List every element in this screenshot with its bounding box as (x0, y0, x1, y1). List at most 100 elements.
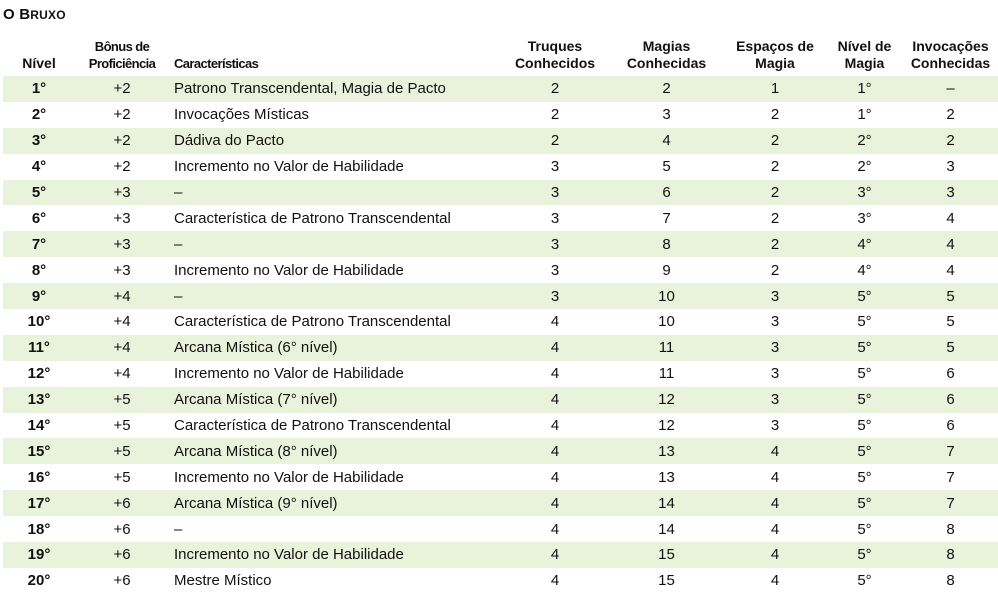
cell-invocations: 4 (946, 261, 955, 279)
cell-level: 9° (3, 283, 75, 310)
cell-proficiency: +5 (113, 468, 131, 486)
cell-slot-level: 5° (826, 542, 903, 568)
cell-slot-level: 5° (826, 334, 903, 361)
cell-invocations: 4 (946, 209, 955, 227)
cell-slot-level: 3° (857, 209, 872, 227)
cell-features: – (169, 283, 501, 310)
cell-cantrips: 3 (501, 231, 609, 258)
table-row: 16° +5 Incremento no Valor de Habilidade 4 1… (3, 464, 998, 490)
cell-spells: 13 (658, 468, 675, 486)
cell-spells: 15 (658, 572, 675, 590)
header-cantrips: Truques Conhecidos (514, 38, 596, 71)
cell-proficiency: +4 (75, 334, 169, 361)
cell-features: Característica de Patrono Transcendental (174, 313, 451, 331)
cell-cantrips: 3 (550, 158, 560, 176)
cell-level: 13° (3, 386, 75, 413)
table-row: 6° +3 Característica de Patrono Transcende… (3, 205, 998, 231)
cell-level: 3° (3, 127, 75, 154)
cell-level: 18° (27, 520, 51, 538)
cell-slot-level: 5° (857, 365, 872, 383)
cell-invocations: – (903, 76, 998, 102)
cell-features: Arcana Mística (8° nível) (169, 438, 501, 465)
table-row: 13° +5 Arcana Mística (7° nível) 4 12 3 5° 6 (3, 386, 998, 413)
cell-slot-level: 5° (826, 438, 903, 465)
cell-proficiency: +4 (113, 365, 131, 383)
table-row: 15° +5 Arcana Mística (8° nível) 4 13 4 5° 7 (3, 438, 998, 465)
cell-slot-level: 2° (826, 127, 903, 154)
cell-slots: 3 (724, 283, 826, 310)
table-row: 19° +6 Incremento no Valor de Habilidade 4 1… (3, 542, 998, 568)
cell-spells: 3 (662, 106, 671, 124)
cell-cantrips: 4 (550, 468, 560, 486)
cell-slot-level: 5° (857, 417, 872, 435)
cell-proficiency: +3 (75, 179, 169, 206)
cell-cantrips: 3 (550, 209, 560, 227)
table-row: 11° +4 Arcana Mística (6° nível) 4 11 3 5° 5 (3, 334, 998, 361)
cell-cantrips: 2 (501, 127, 609, 154)
table-row: 14° +5 Característica de Patrono Transcend… (3, 413, 998, 439)
cell-level: 16° (27, 468, 51, 486)
header-row: Nível Bônus de Proficiência Característic… (3, 28, 998, 76)
table-row: 8° +3 Incremento no Valor de Habilidade 3 9 2… (3, 257, 998, 283)
cell-slot-level: 5° (826, 283, 903, 310)
header-proficiency: Bônus de Proficiência (88, 39, 156, 71)
cell-spells: 10 (658, 313, 675, 331)
cell-proficiency: +6 (113, 520, 131, 538)
cell-slot-level: 2° (857, 158, 872, 176)
cell-slot-level: 1° (826, 76, 903, 102)
cell-spells: 8 (609, 231, 724, 258)
cell-slots: 2 (724, 127, 826, 154)
cell-invocations: 7 (903, 438, 998, 465)
cell-proficiency: +2 (113, 106, 131, 124)
cell-slots: 2 (724, 179, 826, 206)
header-invocations: Invocações Conhecidas (910, 38, 991, 71)
table-row: 12° +4 Incremento no Valor de Habilidade 4 1… (3, 361, 998, 387)
cell-cantrips: 4 (501, 334, 609, 361)
cell-slots: 1 (724, 76, 826, 102)
cell-slot-level: 5° (826, 386, 903, 413)
cell-slots: 2 (770, 158, 780, 176)
cell-slots: 4 (770, 468, 780, 486)
cell-spells: 11 (609, 334, 724, 361)
cell-level: 20° (27, 572, 51, 590)
cell-features: – (169, 179, 501, 206)
cell-invocations: 7 (903, 490, 998, 517)
cell-spells: 12 (658, 417, 675, 435)
cell-slots: 3 (770, 313, 780, 331)
cell-slots: 4 (770, 520, 780, 538)
cell-spells: 9 (662, 261, 671, 279)
table-row: 2° +2 Invocações Místicas 2 3 2 1° 2 (3, 102, 998, 128)
cell-proficiency: +5 (113, 417, 131, 435)
cell-invocations: 8 (903, 542, 998, 568)
cell-level: 7° (3, 231, 75, 258)
header-slot-level: Nível de Magia (837, 38, 892, 71)
table-title: O BRUXO (3, 6, 66, 23)
table-body: 1° +2 Patrono Transcendental, Magia de Pac… (3, 76, 998, 594)
cell-invocations: 6 (946, 417, 955, 435)
table-row: 20° +6 Mestre Místico 4 15 4 5° 8 (3, 568, 998, 594)
cell-spells: 6 (609, 179, 724, 206)
table-row: 10° +4 Característica de Patrono Transcend… (3, 309, 998, 335)
cell-spells: 12 (609, 386, 724, 413)
cell-proficiency: +2 (75, 127, 169, 154)
cell-slots: 4 (724, 542, 826, 568)
cell-cantrips: 4 (550, 417, 560, 435)
cell-proficiency: +6 (75, 490, 169, 517)
cell-proficiency: +5 (75, 438, 169, 465)
cell-proficiency: +2 (113, 158, 131, 176)
cell-features: Característica de Patrono Transcendental (174, 417, 451, 435)
cell-features: Arcana Mística (7° nível) (169, 386, 501, 413)
cell-proficiency: +6 (113, 572, 131, 590)
cell-invocations: 3 (903, 179, 998, 206)
cell-level: 2° (31, 106, 47, 124)
cell-slot-level: 5° (826, 490, 903, 517)
cell-features: Patrono Transcendental, Magia de Pacto (169, 76, 501, 102)
header-features: Características (174, 56, 259, 71)
cell-spells: 15 (609, 542, 724, 568)
cell-spells: 4 (609, 127, 724, 154)
cell-slot-level: 4° (826, 231, 903, 258)
cell-slots: 3 (770, 417, 780, 435)
cell-features: Incremento no Valor de Habilidade (174, 468, 404, 486)
cell-features: Incremento no Valor de Habilidade (174, 365, 404, 383)
cell-level: 10° (27, 313, 51, 331)
